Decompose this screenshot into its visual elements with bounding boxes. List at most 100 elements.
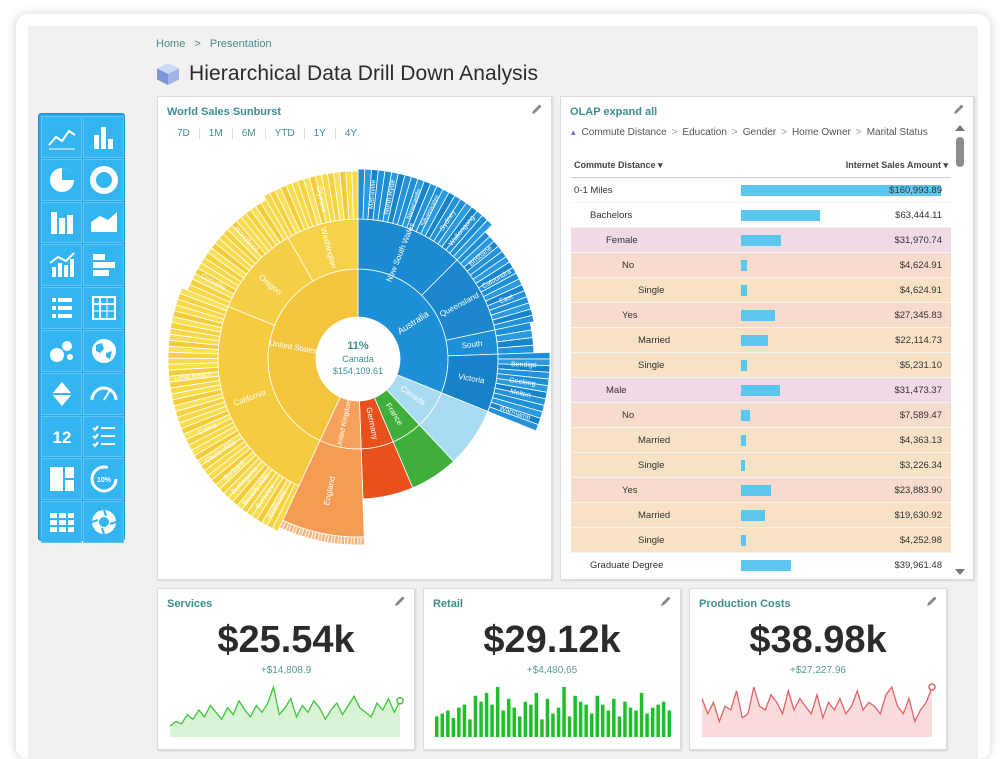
sunburst-segment-city[interactable] <box>167 357 219 365</box>
olap-row[interactable]: Single $5,231.10 <box>571 353 951 378</box>
drill-level-marital-status[interactable]: Marital Status <box>866 127 928 138</box>
olap-row[interactable]: Married $22,114.73 <box>571 328 951 353</box>
panel-title: Services <box>167 598 213 610</box>
tool-gauge[interactable] <box>83 372 124 415</box>
sunburst-segment-city[interactable] <box>360 536 365 546</box>
spark-area <box>702 687 932 737</box>
sales-value: $31,473.37 <box>894 385 942 396</box>
tool-combo-chart[interactable] <box>41 244 82 287</box>
edit-pencil-icon[interactable] <box>926 595 938 607</box>
tool-line-chart[interactable] <box>41 116 82 158</box>
olap-row[interactable]: Single $4,624.91 <box>571 278 951 303</box>
sunburst-segment-city[interactable] <box>351 170 359 220</box>
treemap-icon <box>49 467 74 492</box>
spark-bar <box>656 704 660 737</box>
scroll-up-arrow[interactable] <box>955 125 965 131</box>
spark-last-point <box>396 697 404 705</box>
spark-bar <box>545 698 550 737</box>
tool-percentage[interactable]: 10% <box>83 458 124 501</box>
tool-stacked-bar[interactable] <box>41 201 82 244</box>
sales-value: $39,961.48 <box>894 560 942 571</box>
sunburst-label-bendigo: Bendigo <box>511 361 537 369</box>
period-selector: 7D 1M 6M YTD 1Y 4Y <box>168 128 366 139</box>
header-commute-distance[interactable]: Commute Distance ▾ <box>574 160 663 170</box>
panel-title: World Sales Sunburst <box>167 106 282 118</box>
row-label: Female <box>606 235 638 246</box>
donut-chart-icon <box>89 165 118 194</box>
olap-row[interactable]: 0-1 Miles $160,993.89 <box>571 178 951 203</box>
spark-bar <box>512 707 516 737</box>
kpi-delta: +$4,480.65 <box>526 665 578 676</box>
olap-row[interactable]: No $7,589.47 <box>571 403 951 428</box>
tool-donut-chart[interactable] <box>83 158 124 201</box>
period-6m[interactable]: 6M <box>231 128 265 139</box>
spark-bar <box>551 713 555 737</box>
combo-chart-icon <box>48 252 75 278</box>
drill-level-gender[interactable]: Gender <box>742 127 777 138</box>
sunburst-segment-city[interactable] <box>487 406 539 432</box>
period-1y[interactable]: 1Y <box>303 128 335 139</box>
tool-area-chart[interactable] <box>83 201 124 244</box>
olap-row[interactable]: Single $4,252.98 <box>571 528 951 553</box>
tool-horizontal-bar[interactable] <box>83 244 124 287</box>
sales-value: $27,345.83 <box>894 310 942 321</box>
scroll-thumb[interactable] <box>956 137 964 167</box>
tool-list[interactable] <box>41 287 82 329</box>
period-4y[interactable]: 4Y <box>334 128 366 139</box>
period-7d[interactable]: 7D <box>177 128 190 139</box>
tool-bar-chart[interactable] <box>83 116 124 158</box>
olap-row[interactable]: Married $4,363.13 <box>571 428 951 453</box>
olap-row[interactable]: Bachelors $63,444.11 <box>571 203 951 228</box>
spark-bar <box>451 717 456 737</box>
edit-pencil-icon[interactable] <box>660 595 672 607</box>
tool-pie-chart[interactable] <box>41 158 82 201</box>
edit-pencil-icon[interactable] <box>394 595 406 607</box>
tool-checklist[interactable] <box>83 415 124 458</box>
olap-row[interactable]: No $4,624.91 <box>571 253 951 278</box>
row-label: Single <box>638 285 665 296</box>
drill-level-home-owner[interactable]: Home Owner <box>791 127 851 138</box>
center-percent: 11% <box>347 340 369 352</box>
olap-row[interactable]: Yes $23,883.90 <box>571 478 951 503</box>
olap-row[interactable]: Graduate Degree $39,961.48 <box>571 553 951 578</box>
olap-row[interactable]: Single $3,226.34 <box>571 453 951 478</box>
tool-number[interactable]: 12 <box>41 415 82 458</box>
sparkline <box>169 684 404 737</box>
stacked-bar-icon <box>50 212 73 235</box>
tool-funnel[interactable] <box>41 372 82 415</box>
period-ytd[interactable]: YTD <box>264 128 304 139</box>
olap-row[interactable]: Female $31,970.74 <box>571 228 951 253</box>
breadcrumb-separator: > <box>194 38 201 50</box>
kpi-value: $38.98k <box>749 619 887 661</box>
period-1m[interactable]: 1M <box>198 128 232 139</box>
tool-treemap[interactable] <box>41 458 82 501</box>
tool-map[interactable] <box>83 329 124 372</box>
tool-sunburst[interactable] <box>83 501 124 543</box>
olap-row[interactable]: Married $19,630.92 <box>571 503 951 528</box>
scroll-down-arrow[interactable] <box>955 569 965 575</box>
area-chart-icon <box>90 212 117 233</box>
center-name: Canada <box>342 354 374 364</box>
edit-pencil-icon[interactable] <box>531 103 543 115</box>
olap-drill-path: ▴ Commute Distance > Education > Gender > Home … <box>571 127 928 138</box>
spark-bar <box>479 701 483 737</box>
olap-row[interactable]: Yes $27,345.83 <box>571 303 951 328</box>
header-internet-sales-amount[interactable]: Internet Sales Amount ▾ <box>845 160 948 170</box>
edit-pencil-icon[interactable] <box>953 103 965 115</box>
tool-bubble-chart[interactable] <box>41 329 82 372</box>
sales-value: $23,883.90 <box>894 485 942 496</box>
tool-pivot-grid[interactable] <box>83 287 124 329</box>
sunburst-segment-city[interactable] <box>357 536 362 546</box>
olap-row[interactable]: Male $31,473.37 <box>571 378 951 403</box>
drill-level-education[interactable]: Education <box>682 127 727 138</box>
drill-level-commute-distance[interactable]: Commute Distance <box>581 127 667 138</box>
sunburst-center[interactable] <box>318 319 398 399</box>
olap-scrollbar[interactable] <box>955 125 965 575</box>
breadcrumb-home[interactable]: Home <box>156 38 186 50</box>
table-icon <box>49 513 74 533</box>
breadcrumb-current[interactable]: Presentation <box>209 38 272 50</box>
tool-table[interactable] <box>41 501 82 543</box>
spark-last-point <box>928 683 936 691</box>
row-label: Bachelors <box>590 210 633 221</box>
